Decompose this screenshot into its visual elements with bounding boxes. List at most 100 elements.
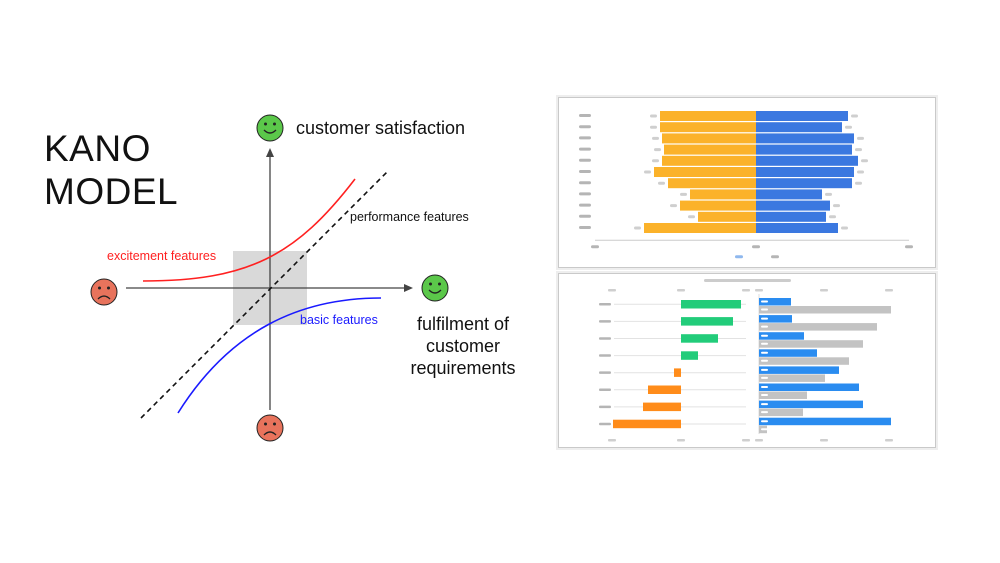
tick-label-placeholder [677,439,685,442]
score-bar [681,351,698,360]
title-line-2: MODEL [44,171,179,212]
score-bar [674,368,681,377]
value-bar-gray [759,391,807,399]
value-label-placeholder [841,226,848,230]
bar-label-placeholder [761,376,768,379]
bar-label-placeholder [761,300,768,303]
butterfly-bar-left [668,178,756,189]
performance-label: performance features [350,210,469,224]
excitement-curve [142,178,356,282]
tick-label-placeholder [752,245,760,249]
score-bar [643,402,681,412]
score-bar [648,385,681,394]
butterfly-bar-right [756,111,848,121]
row-label-placeholder [599,388,611,391]
value-label-placeholder [833,204,840,208]
legend-swatch [771,255,779,259]
bar-label-placeholder [761,351,768,354]
row-label-placeholder [599,337,611,340]
value-label-placeholder [857,136,864,140]
butterfly-bar-left [690,189,756,200]
score-bar [613,419,681,429]
row-label-placeholder [599,405,611,409]
dashboard-panel-top [558,97,936,268]
butterfly-bar-left [660,122,756,133]
value-bar-blue [759,366,839,374]
tick-label-placeholder [755,289,763,292]
butterfly-bar-left [660,111,756,121]
value-label-placeholder [825,192,832,196]
bar-label-placeholder [761,334,768,337]
bar-label-placeholder [761,411,768,414]
tick-label-placeholder [591,245,599,249]
bar-label-placeholder [761,386,768,388]
panel-title-placeholder [704,279,791,282]
x-axis-label-line-2: customer [425,336,501,356]
butterfly-bar-right [756,200,830,211]
row-label-placeholder [579,203,591,207]
row-label-placeholder [579,114,591,117]
score-bar [681,317,733,326]
bar-label-placeholder [761,394,768,396]
title-line-1: KANO [44,128,151,169]
tick-label-placeholder [608,439,616,442]
y-axis-arrow [266,148,274,157]
butterfly-bar-left [698,211,756,222]
butterfly-bar-left [664,144,756,155]
butterfly-bar-left [662,133,756,144]
value-label-placeholder [658,181,665,185]
value-label-placeholder [654,148,661,152]
value-label-placeholder [861,159,868,163]
x-axis-label: fulfilment of customer requirements [390,313,536,379]
value-bar-blue [759,400,863,409]
value-bar-gray [759,357,849,365]
butterfly-bar-right [756,155,858,166]
value-label-placeholder [680,192,687,196]
row-label-placeholder [579,214,591,218]
value-label-placeholder [855,181,862,185]
tick-label-placeholder [885,439,893,442]
performance-line [140,171,388,419]
bar-label-placeholder [761,359,768,362]
tick-label-placeholder [820,289,828,292]
basic-label: basic features [300,313,378,327]
row-label-placeholder [579,181,591,185]
tick-label-placeholder [885,289,893,292]
row-label-placeholder [579,192,591,196]
value-label-placeholder [644,170,651,174]
value-bar-gray [759,323,877,331]
butterfly-bar-right [756,122,842,133]
butterfly-bar-left [662,155,756,166]
value-bar-gray [759,374,825,382]
row-label-placeholder [599,354,611,357]
y-axis-label: customer satisfaction [296,118,466,138]
value-bar-blue [759,332,804,340]
tick-label-placeholder [742,289,750,292]
bar-charts [599,279,893,442]
row-label-placeholder [579,158,591,162]
row-label-placeholder [599,422,611,426]
bar-label-placeholder [761,368,768,371]
row-label-placeholder [599,303,611,306]
bar-label-placeholder [761,403,768,406]
row-label-placeholder [579,136,591,140]
value-label-placeholder [650,125,657,129]
dashboard-panel-bottom [558,273,936,448]
tick-label-placeholder [905,245,913,249]
row-label-placeholder [579,170,591,173]
bar-label-placeholder [761,325,768,328]
excitement-label: excitement features [107,249,217,263]
value-bar-blue [759,315,792,323]
butterfly-bar-right [756,178,852,189]
tick-label-placeholder [820,439,828,442]
butterfly-bar-right [756,189,822,200]
score-bar [681,300,741,309]
row-label-placeholder [599,371,611,374]
butterfly-bar-right [756,144,852,155]
butterfly-chart [579,111,913,259]
butterfly-bar-right [756,211,826,222]
value-bar-blue [759,298,791,306]
butterfly-bar-left [680,200,756,211]
score-bar [681,334,718,343]
smiley-sad-icon [256,414,284,442]
